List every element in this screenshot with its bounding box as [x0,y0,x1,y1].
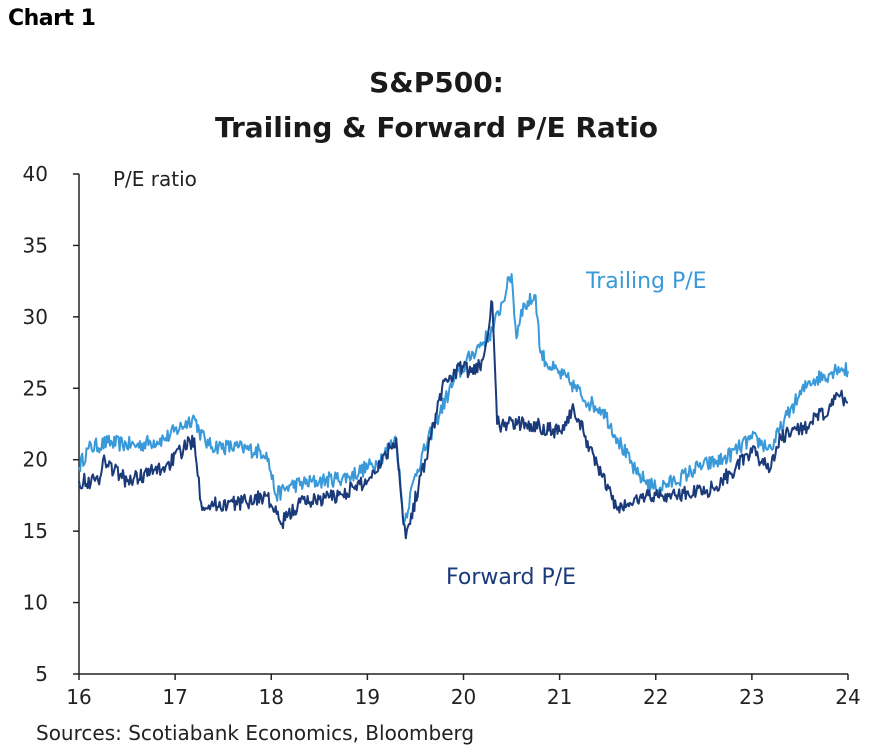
chart-number-label: Chart 1 [8,6,96,31]
y-tick-label: 15 [23,519,48,543]
chart-series [78,273,849,540]
series-label-trailing: Trailing P/E [585,269,707,294]
y-tick-label: 25 [23,376,48,400]
chart-title-line2: Trailing & Forward P/E Ratio [214,111,659,144]
y-axis-label: P/E ratio [113,167,197,191]
x-tick-label: 16 [66,685,91,709]
x-tick-label: 19 [355,685,380,709]
y-tick-label: 20 [23,448,48,472]
x-tick-label: 17 [162,685,187,709]
x-tick-label: 22 [643,685,668,709]
y-axis-ticks: 40 35 30 25 20 15 10 5 [23,162,79,686]
chart-title-line1: S&P500: [369,66,504,99]
y-tick-label: 5 [35,662,48,686]
x-tick-label: 24 [835,685,860,709]
x-tick-label: 23 [739,685,764,709]
x-tick-label: 21 [547,685,572,709]
y-tick-label: 35 [23,233,48,257]
x-tick-label: 18 [259,685,284,709]
source-note: Sources: Scotiabank Economics, Bloomberg [36,721,475,745]
trailing-pe-line [78,273,849,525]
y-tick-label: 30 [23,305,48,329]
y-tick-label: 10 [23,591,48,615]
chart-axes [78,174,848,675]
y-tick-label: 40 [23,162,48,186]
x-tick-label: 20 [451,685,476,709]
x-axis-ticks: 16 17 18 19 20 21 22 23 24 [66,674,861,709]
series-label-forward: Forward P/E [446,565,576,590]
forward-pe-line [78,300,849,540]
